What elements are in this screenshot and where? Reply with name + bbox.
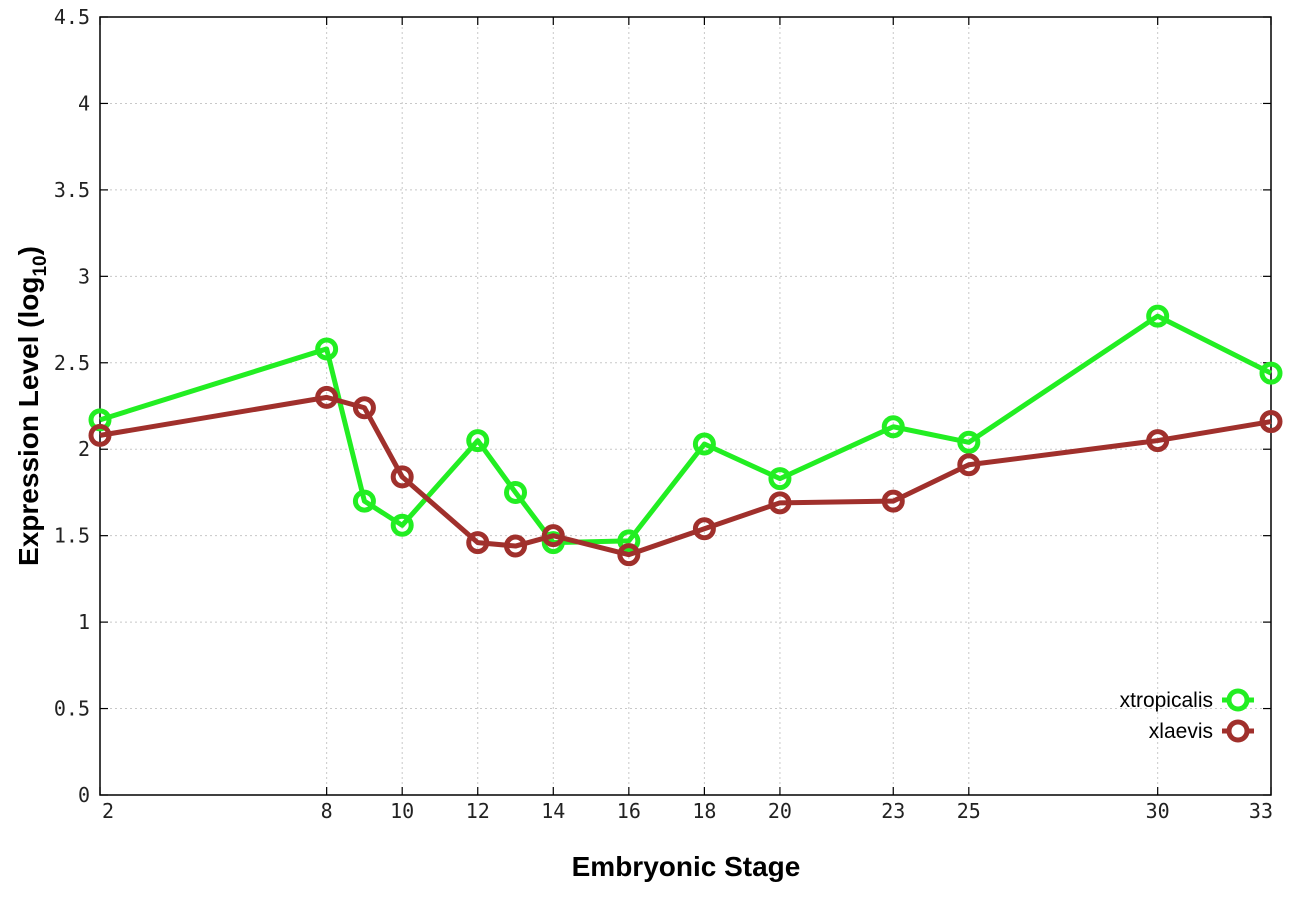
data-point-xtropicalis [768,467,792,491]
x-tick-label: 2 [102,799,114,823]
data-point-xtropicalis [315,337,339,361]
y-axis-title-close: ) [13,246,44,255]
data-point-xtropicalis [504,480,528,504]
y-tick-label: 0 [78,783,90,807]
plot-frame [99,16,1272,796]
y-tick-label: 4.5 [54,5,90,29]
x-tick-label: 33 [1249,799,1273,823]
tick-layer: 0 0.5 1 1.5 2 2.5 3 3.5 4 4.5 2 8 10 12 14 16 18 20 23 25 30… [54,5,1273,823]
y-axis-title-main: Expression Level (log [13,277,44,566]
y-tick-label: 3 [78,264,90,288]
x-tick-label: 8 [321,799,333,823]
data-point-xlaevis [390,465,414,489]
data-point-xlaevis [1146,429,1170,453]
x-tick-label: 18 [692,799,716,823]
x-tick-label: 20 [768,799,792,823]
data-point-xtropicalis [352,489,376,513]
data-point-xtropicalis [1259,361,1283,385]
data-point-xtropicalis [390,513,414,537]
x-tick-label: 23 [881,799,905,823]
data-point-xlaevis [692,517,716,541]
x-tick-label: 12 [466,799,490,823]
data-point-xtropicalis [1146,304,1170,328]
data-point-xlaevis [315,385,339,409]
series-line-xlaevis [99,394,1272,558]
series-layer [88,304,1283,567]
y-tick-label: 4 [78,91,90,115]
legend-label-xlaevis: xlaevis [1149,720,1213,743]
data-point-xtropicalis [881,415,905,439]
y-tick-label: 1 [78,610,90,634]
x-tick-label: 16 [617,799,641,823]
data-point-xtropicalis [466,429,490,453]
legend-marker-xtropicalis [1226,688,1250,712]
data-point-xlaevis [541,524,565,548]
data-point-xlaevis [768,491,792,515]
data-point-xlaevis [881,489,905,513]
data-point-xlaevis [957,453,981,477]
legend: xtropicalis xlaevis [1120,688,1254,743]
data-point-xlaevis [352,396,376,420]
x-tick-label: 25 [957,799,981,823]
y-tick-label: 1.5 [54,524,90,548]
data-point-xlaevis [504,534,528,558]
legend-marker-xlaevis [1226,719,1250,743]
y-tick-label: 3.5 [54,178,90,202]
y-tick-label: 0.5 [54,697,90,721]
y-tick-label: 2 [78,437,90,461]
data-point-xtropicalis [617,529,641,553]
data-point-xtropicalis [692,432,716,456]
y-tick-label: 2.5 [54,351,90,375]
y-axis-title: Expression Level (log10) [13,246,51,566]
legend-label-xtropicalis: xtropicalis [1120,689,1213,712]
x-axis-title: Embryonic Stage [572,851,801,882]
x-tick-label: 30 [1146,799,1170,823]
data-point-xlaevis [617,543,641,567]
x-tick-label: 14 [541,799,565,823]
data-point-xtropicalis [957,430,981,454]
series-line-xtropicalis [99,313,1273,546]
y-axis-title-subscript: 10 [30,255,51,276]
data-point-xlaevis [88,423,112,447]
x-tick-label: 10 [390,799,414,823]
data-point-xlaevis [466,531,490,555]
data-point-xlaevis [1259,410,1283,434]
